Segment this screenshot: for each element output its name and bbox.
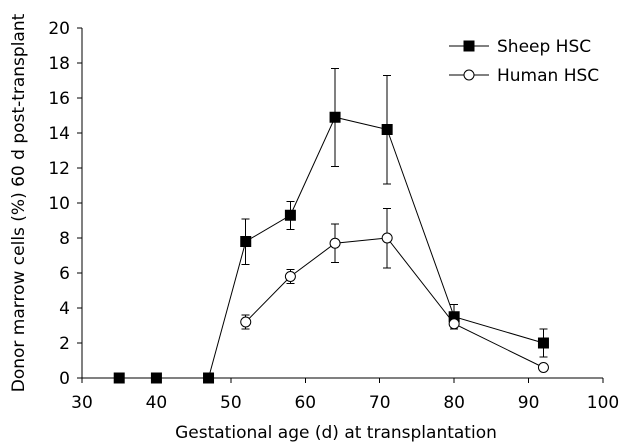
x-tick-label: 50 [220,393,242,413]
sheep-hsc-point-8 [537,337,549,349]
x-tick-label: 30 [71,393,93,413]
legend: Sheep HSC Human HSC [449,37,599,86]
sheep-hsc-point-6 [381,124,393,135]
sheep-hsc-point-2 [203,372,215,384]
y-tick-label: 4 [59,299,70,319]
y-axis-title: Donor marrow cells (%) 60 d post-transpl… [9,13,29,392]
sheep-hsc-point-1 [150,372,162,384]
human-hsc-point-4 [448,318,460,330]
legend-item-sheep-hsc: Sheep HSC [449,37,591,57]
human-hsc-legend-marker [463,69,475,81]
human-hsc-point-1 [284,271,296,282]
sheep-hsc-point-0 [113,372,125,384]
x-tick-label: 80 [443,393,465,413]
sheep-hsc-legend-marker [463,40,475,52]
x-tick-label: 60 [294,393,316,413]
series-sheep-hsc [113,67,549,384]
ticks-layer: 30 40 50 60 70 80 90 100 0 2 4 6 8 10 12 14 16 18 20 [48,19,619,413]
sheep-hsc-point-3 [240,236,252,247]
y-tick-label: 2 [59,334,70,354]
y-tick-label: 6 [59,264,70,284]
y-tick-label: 16 [48,89,70,109]
sheep-hsc-line [119,116,544,379]
human-hsc-point-5 [537,362,549,373]
sheep-hsc-point-5 [329,111,341,123]
x-tick-label: 90 [518,393,540,413]
human-hsc-point-3 [381,232,393,244]
y-tick-label: 18 [48,54,70,74]
x-axis-title: Gestational age (d) at transplantation [175,423,497,443]
x-tick-label: 40 [146,393,168,413]
y-tick-label: 12 [48,159,70,179]
y-tick-label: 20 [48,19,70,39]
human-hsc-line [245,237,544,368]
y-tick-label: 8 [59,229,70,249]
legend-item-human-hsc: Human HSC [449,66,599,86]
legend-label-human-hsc: Human HSC [497,66,599,86]
series-human-hsc [240,207,549,373]
human-hsc-point-0 [240,316,252,328]
human-hsc-point-2 [329,237,341,249]
x-tick-label: 100 [587,393,619,413]
y-tick-label: 14 [48,124,70,144]
x-tick-label: 70 [369,393,391,413]
y-tick-label: 0 [59,369,70,389]
sheep-hsc-point-4 [284,209,296,221]
legend-label-sheep-hsc: Sheep HSC [497,37,591,57]
y-tick-label: 10 [48,194,70,214]
series-layer [113,67,549,384]
